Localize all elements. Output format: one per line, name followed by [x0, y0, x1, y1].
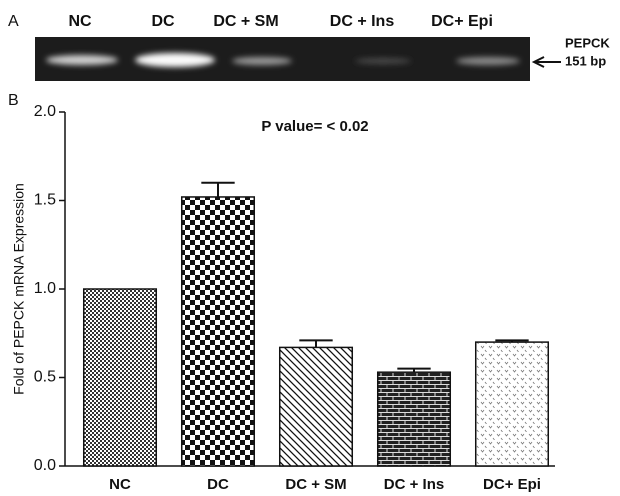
marker-label: 151 bp: [565, 53, 606, 68]
panel-a: A NC DC DC + SM DC + Ins DC+ Epi PEPCK 1…: [8, 13, 610, 81]
lane-label: DC + Ins: [330, 13, 395, 30]
x-tick-label: NC: [109, 476, 131, 493]
bar: [378, 372, 451, 466]
panel-label: B: [8, 92, 19, 109]
y-tick-label: 0.5: [34, 369, 56, 386]
panel-b: B Fold of PEPCK mRNA Expression P value= <…: [8, 92, 555, 493]
lane-label: DC + SM: [213, 13, 278, 30]
y-tick-label: 0.0: [34, 457, 56, 474]
error-bar: [201, 183, 234, 197]
marker-label: PEPCK: [565, 35, 610, 50]
panel-label: A: [8, 13, 19, 30]
y-tick-label: 1.0: [34, 280, 56, 297]
bar: [182, 197, 255, 466]
y-axis-title: Fold of PEPCK mRNA Expression: [11, 183, 27, 395]
arrow: [534, 57, 561, 67]
x-tick-label: DC: [207, 476, 229, 493]
y-tick-label: 1.5: [34, 192, 56, 209]
lane-label: DC+ Epi: [431, 13, 493, 30]
error-bar: [299, 340, 332, 347]
x-tick-label: DC + SM: [285, 476, 346, 493]
figure: A NC DC DC + SM DC + Ins DC+ Epi PEPCK 1…: [0, 0, 620, 496]
x-tick-label: DC + Ins: [384, 476, 444, 493]
x-tick-label: DC+ Epi: [483, 476, 541, 493]
y-tick-label: 2.0: [34, 103, 56, 120]
bar: [476, 342, 549, 466]
annotation: P value= < 0.02: [261, 118, 368, 135]
bar: [280, 347, 353, 466]
lane-label: NC: [68, 13, 92, 30]
lane-label: DC: [151, 13, 175, 30]
bar: [84, 289, 157, 466]
